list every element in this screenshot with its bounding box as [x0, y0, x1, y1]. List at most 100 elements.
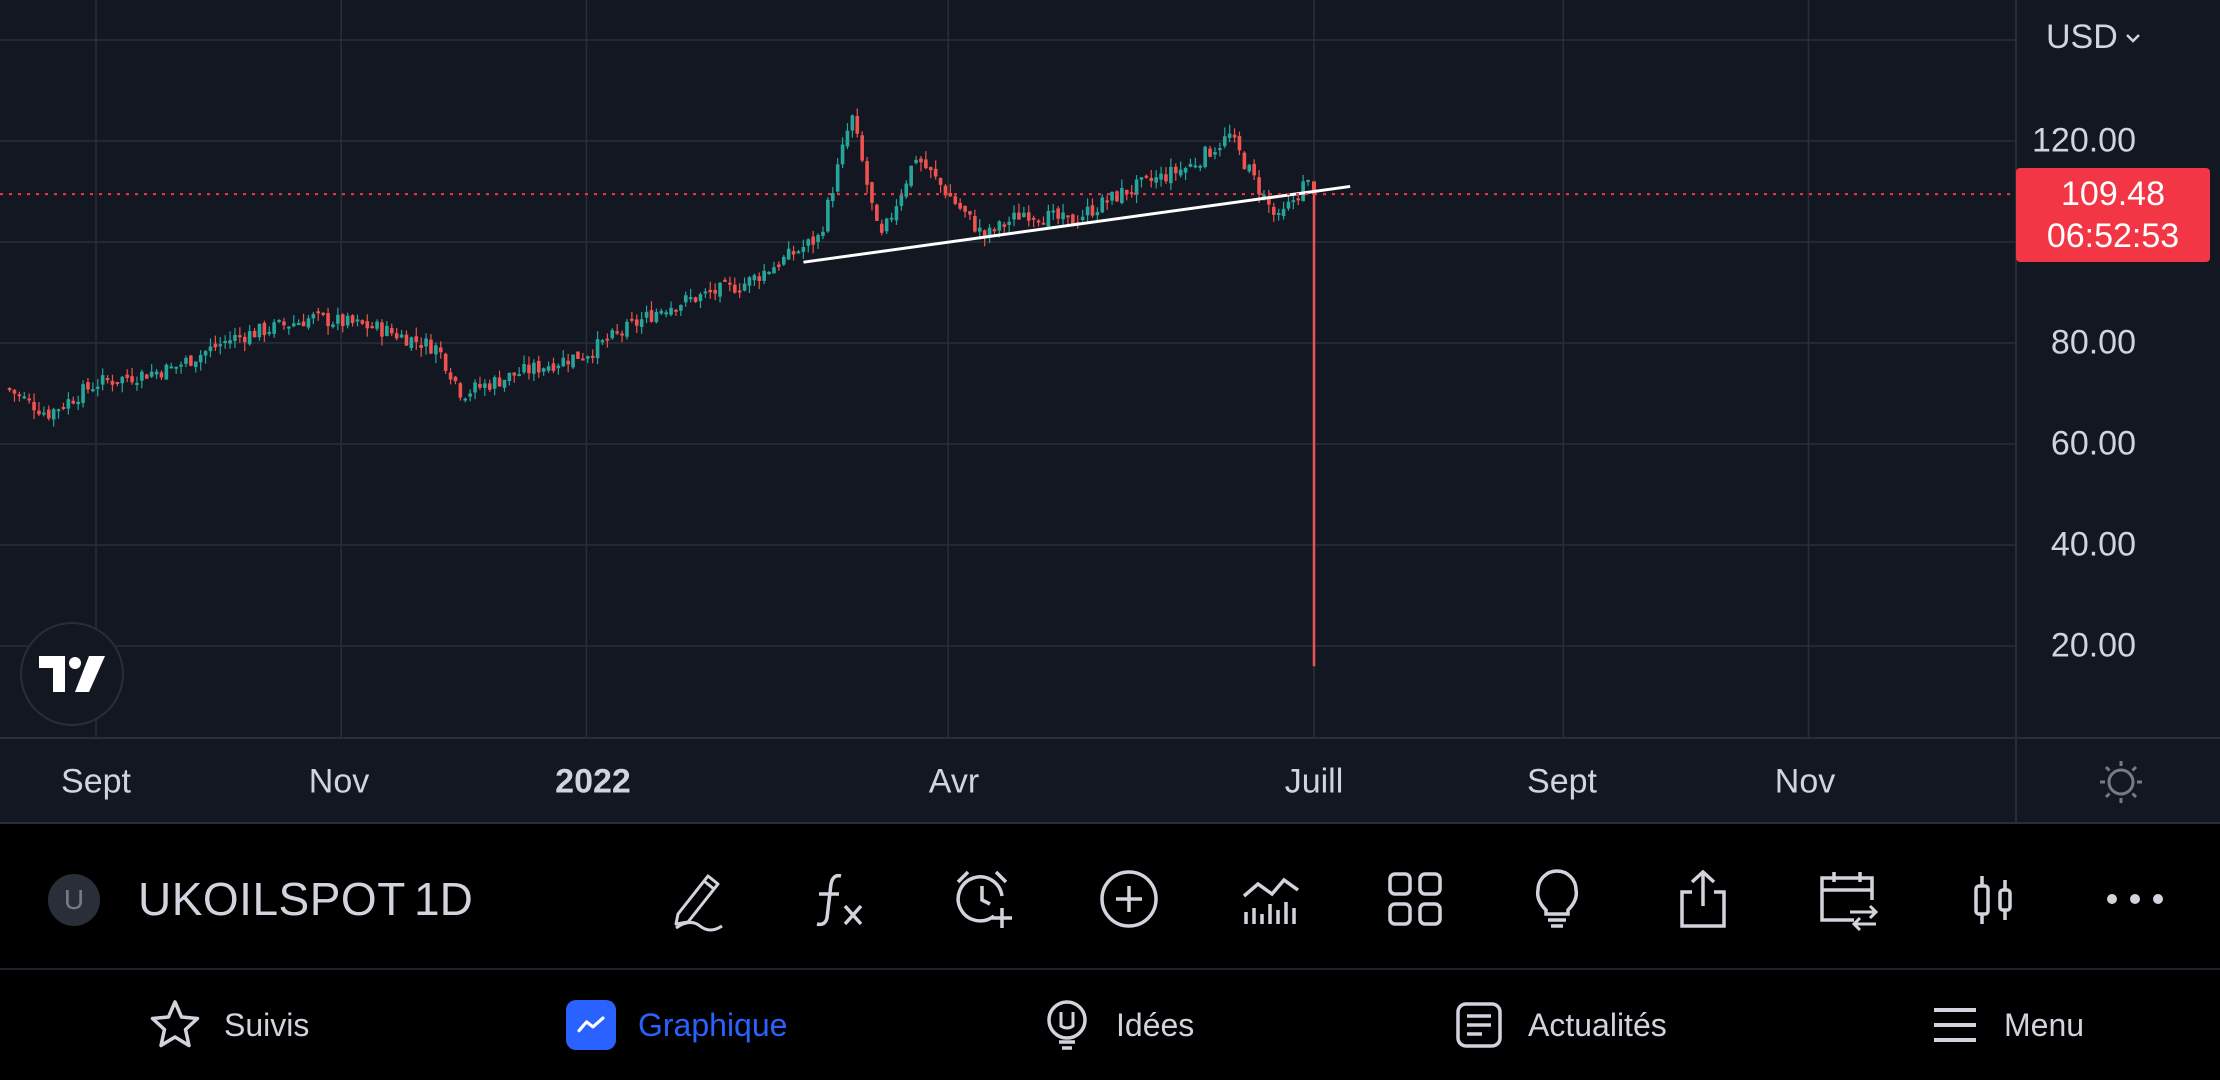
- date-range-button[interactable]: [1812, 864, 1882, 934]
- candle-down: [404, 334, 409, 346]
- candle-down: [620, 333, 624, 336]
- nav-menu[interactable]: Menu: [1928, 970, 2084, 1080]
- symbol-name[interactable]: UKOILSPOT: [138, 873, 406, 925]
- currency-selector[interactable]: USD: [2046, 18, 2142, 57]
- candle-up: [375, 321, 379, 329]
- candle-up: [228, 340, 232, 344]
- candle-up: [483, 383, 487, 388]
- candle-up: [1218, 148, 1222, 151]
- candle-up: [1120, 188, 1124, 203]
- candle-down: [1208, 148, 1212, 157]
- candle-down: [938, 178, 943, 185]
- nav-actualites[interactable]: Actualités: [1452, 970, 1667, 1080]
- candle-down: [252, 330, 257, 338]
- candle-up: [291, 323, 296, 327]
- indicators-button[interactable]: [805, 864, 875, 934]
- chevron-down-icon: [2125, 33, 2140, 43]
- tradingview-logo[interactable]: [20, 622, 124, 726]
- candle-down: [1144, 175, 1149, 178]
- candle-down: [576, 351, 580, 359]
- more-button[interactable]: [2100, 864, 2170, 934]
- candle-up: [781, 256, 786, 265]
- candle-down: [1173, 166, 1178, 174]
- price-label-40: 40.00: [2050, 525, 2136, 564]
- candle-up: [1110, 191, 1114, 201]
- theme-toggle-icon[interactable]: [2096, 757, 2146, 807]
- chart-type-button[interactable]: [1958, 864, 2028, 934]
- candle-down: [7, 388, 12, 391]
- candle-up: [1188, 163, 1193, 167]
- nav-idees[interactable]: Idées: [1040, 970, 1194, 1080]
- candle-down: [340, 314, 345, 327]
- candle-down: [1242, 152, 1247, 170]
- candle-up: [1100, 197, 1105, 213]
- candle-up: [1183, 168, 1188, 173]
- candle-down: [115, 381, 120, 384]
- layout-button[interactable]: [1380, 864, 1450, 934]
- candle-up: [899, 195, 904, 206]
- share-button[interactable]: [1668, 864, 1738, 934]
- time-label-sept-2: Sept: [1527, 762, 1597, 801]
- candle-down: [1090, 205, 1095, 216]
- candlestick-chart[interactable]: [0, 0, 2220, 822]
- candle-up: [272, 322, 276, 334]
- candle-down: [933, 168, 938, 177]
- candle-up: [1198, 165, 1203, 168]
- candle-down: [630, 318, 634, 321]
- candle-up: [247, 331, 252, 345]
- candle-up: [22, 396, 27, 399]
- price-label-20: 20.00: [2050, 626, 2136, 665]
- candle-down: [32, 401, 36, 411]
- candle-up: [184, 357, 188, 364]
- candle-down: [963, 206, 967, 212]
- fx-icon: [816, 873, 863, 927]
- alert-button[interactable]: [948, 864, 1018, 934]
- candle-up: [42, 412, 46, 415]
- candle-down: [443, 353, 448, 371]
- candle-up: [296, 322, 301, 325]
- candle-up: [850, 115, 855, 131]
- candles: [7, 108, 1316, 667]
- candle-down: [360, 320, 365, 324]
- drawing-tool-button[interactable]: [662, 864, 732, 934]
- candle-down: [1257, 177, 1261, 195]
- candle-up: [51, 409, 56, 420]
- star-icon: [150, 1000, 200, 1048]
- candle-down: [919, 158, 923, 163]
- candle-up: [821, 231, 825, 236]
- candle-down: [590, 355, 595, 358]
- chart-icon: [566, 1000, 616, 1050]
- ideas-button[interactable]: [1522, 864, 1592, 934]
- tradingview-logo-icon: [39, 656, 105, 692]
- interval-selector[interactable]: 1D: [414, 873, 473, 925]
- currency-label: USD: [2046, 18, 2118, 56]
- candle-up: [840, 144, 845, 165]
- candle-up: [884, 218, 889, 232]
- chart-area[interactable]: USD 120.00 80.00 60.00 40.00 20.00 109.4…: [0, 0, 2220, 822]
- candle-down: [536, 360, 541, 373]
- candle-up: [311, 314, 316, 319]
- bar-countdown: 06:52:53: [2046, 217, 2180, 255]
- compare-symbol-button[interactable]: [1094, 864, 1164, 934]
- candle-down: [419, 344, 423, 348]
- candle-up: [830, 193, 835, 202]
- candle-up: [625, 321, 629, 337]
- lightbulb-icon: [1047, 1000, 1087, 1050]
- candle-up: [473, 382, 477, 393]
- candle-up: [801, 246, 806, 252]
- candle-down: [213, 343, 218, 348]
- candle-up: [595, 339, 600, 359]
- candle-up: [1022, 212, 1026, 217]
- symbol-avatar[interactable]: U: [48, 874, 100, 926]
- nav-suivis[interactable]: Suivis: [148, 970, 309, 1080]
- candle-down: [242, 336, 247, 343]
- candle-up: [424, 338, 428, 347]
- candle-up: [889, 217, 894, 220]
- financials-button[interactable]: [1236, 864, 1306, 934]
- time-label-2022: 2022: [555, 762, 631, 801]
- candle-down: [37, 410, 41, 415]
- candle-down: [973, 216, 977, 232]
- candle-down: [478, 383, 482, 388]
- nav-graphique[interactable]: Graphique: [566, 970, 787, 1080]
- time-label-juill: Juill: [1284, 762, 1344, 801]
